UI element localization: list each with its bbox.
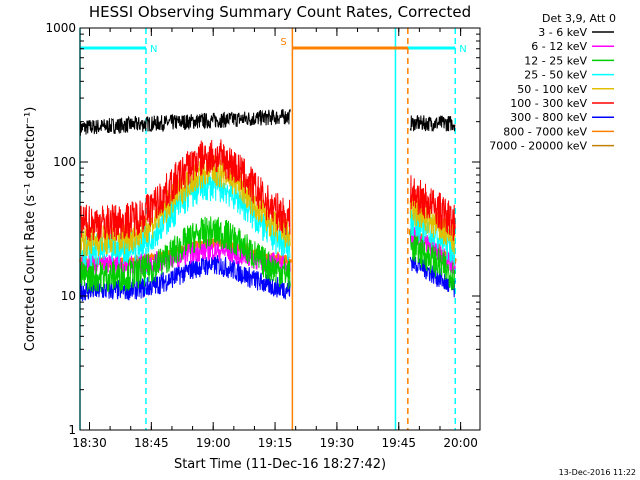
- legend-label: 50 - 100 keV: [517, 83, 587, 96]
- x-tick-label: 18:30: [72, 436, 107, 450]
- series-line: [409, 175, 456, 241]
- legend-label: 300 - 800 keV: [510, 111, 587, 124]
- legend-label: 7000 - 20000 keV: [489, 140, 587, 153]
- series-line: [409, 115, 456, 132]
- night-label: N: [150, 44, 157, 55]
- plot-frame: [79, 27, 481, 431]
- y-tick-label: 10: [61, 289, 76, 303]
- series-line: [79, 139, 291, 242]
- legend-label: 6 - 12 keV: [531, 40, 587, 53]
- x-axis-label: Start Time (11-Dec-16 18:27:42): [174, 457, 386, 472]
- series-line: [79, 216, 291, 293]
- plot-area-border: [79, 27, 481, 431]
- x-tick-label: 19:15: [258, 436, 293, 450]
- saa-label: S: [280, 37, 286, 48]
- legend-label: 25 - 50 keV: [524, 69, 587, 82]
- legend-label: 800 - 7000 keV: [503, 125, 587, 138]
- y-tick-label: 1000: [45, 21, 76, 35]
- night-label: N: [459, 44, 466, 55]
- y-axis-label: Corrected Count Rate (s⁻¹ detector⁻¹): [23, 107, 38, 352]
- series-line: [409, 251, 456, 298]
- series-line: [409, 205, 456, 266]
- y-tick-label: 1: [68, 423, 76, 437]
- x-tick-label: 20:00: [443, 436, 478, 450]
- axes: 1 10 100 1000 18:30 18:45 19:00 19:15 19:30 19:45…: [45, 21, 480, 450]
- series-line: [79, 155, 291, 257]
- legend-label: 100 - 300 keV: [510, 97, 587, 110]
- footer-date: 13-Dec-2016 11:22: [559, 468, 636, 477]
- series-layer: [79, 109, 457, 302]
- x-tick-label: 19:00: [196, 436, 231, 450]
- x-tick-label: 19:30: [320, 436, 355, 450]
- legend-title: Det 3,9, Att 0: [542, 12, 616, 25]
- series-line: [79, 168, 291, 267]
- x-tick-label: 18:45: [134, 436, 169, 450]
- x-tick-label: 19:45: [381, 436, 416, 450]
- legend-label: 12 - 25 keV: [524, 54, 587, 67]
- series-line: [409, 230, 456, 291]
- legend-label: 3 - 6 keV: [538, 26, 587, 39]
- series-line: [79, 109, 291, 136]
- y-tick-label: 100: [53, 155, 76, 169]
- chart-title: HESSI Observing Summary Count Rates, Cor…: [89, 3, 471, 21]
